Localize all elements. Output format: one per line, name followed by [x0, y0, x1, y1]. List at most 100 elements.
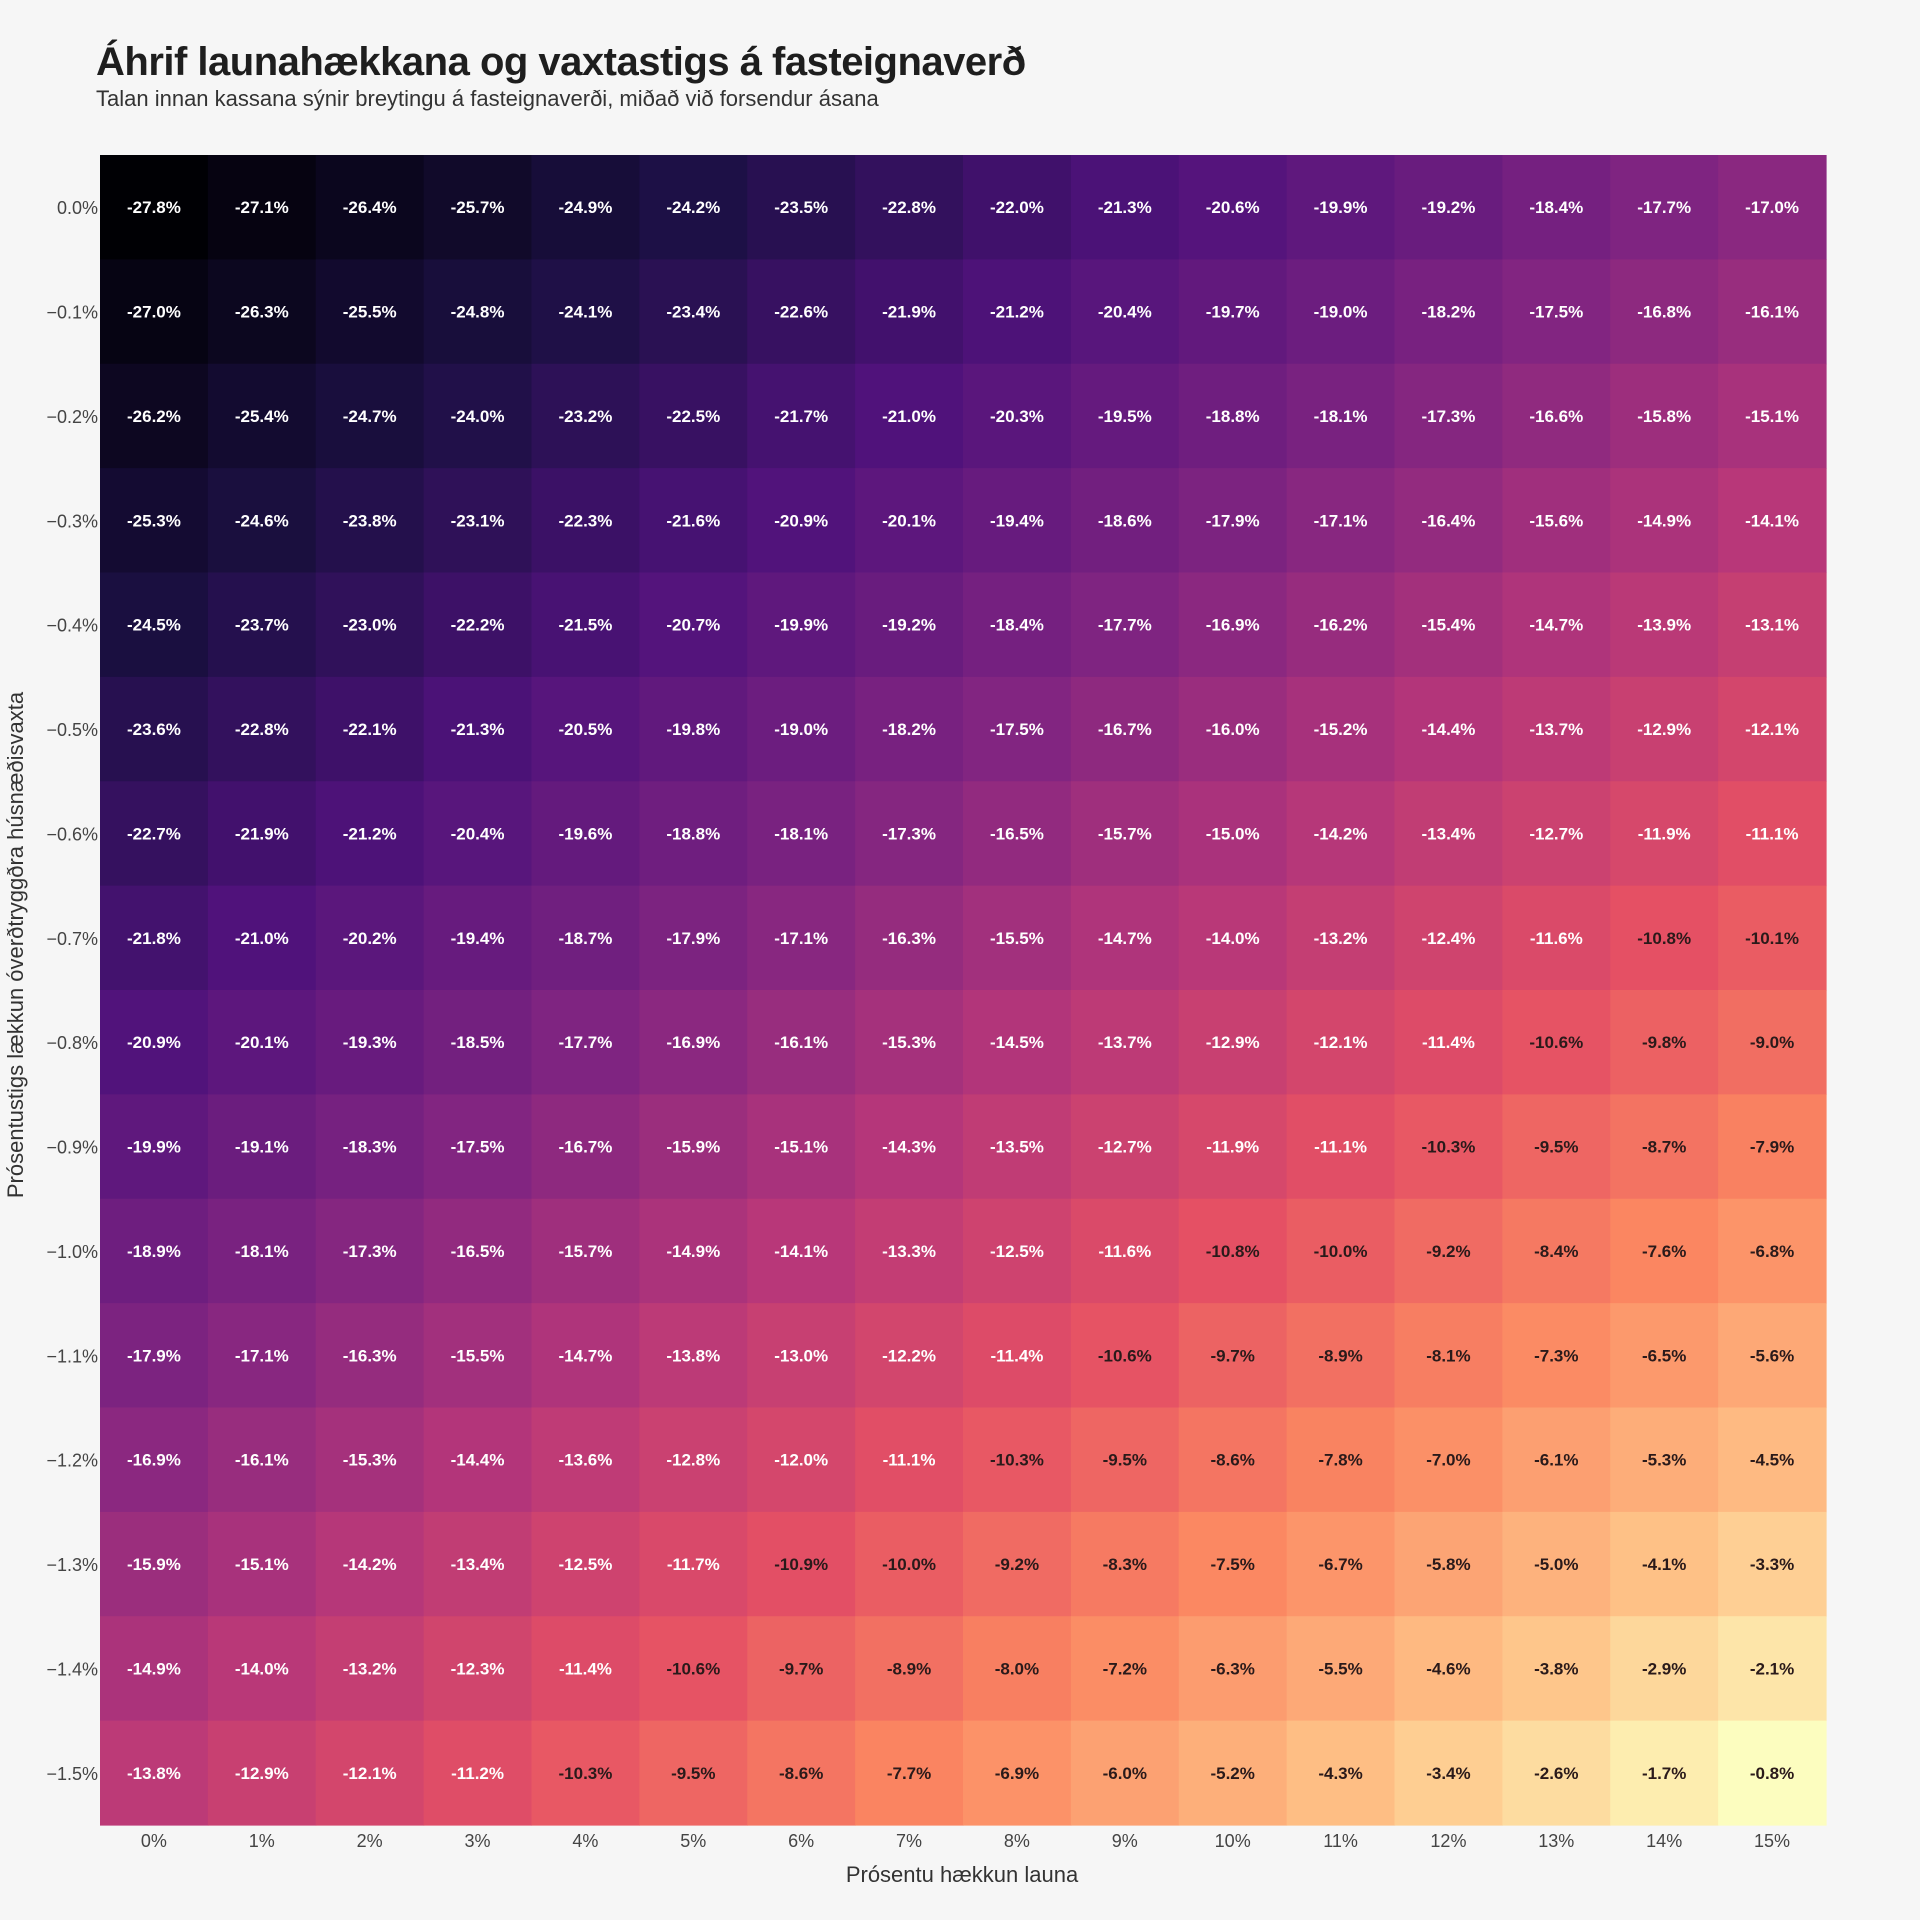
cell-value-label: -23.5%	[774, 198, 828, 217]
heatmap-cell	[1178, 1094, 1288, 1200]
cell-value-label: -15.3%	[343, 1451, 397, 1470]
cell-value-label: -10.8%	[1206, 1242, 1260, 1261]
heatmap-cell	[1610, 1198, 1719, 1304]
cell-value-label: -13.4%	[1422, 824, 1476, 843]
cell-value-label: -13.2%	[343, 1659, 397, 1678]
heatmap-cell	[100, 676, 209, 782]
heatmap-cell	[531, 155, 640, 260]
heatmap-cell	[639, 572, 748, 678]
cell-value-label: -5.3%	[1642, 1451, 1686, 1470]
cell-value-label: -14.9%	[1637, 511, 1691, 530]
y-tick-label: −0.5%	[46, 720, 98, 740]
heatmap-cell	[1502, 781, 1611, 887]
chart-title: Áhrif launahækkana og vaxtastigs á faste…	[96, 40, 1026, 84]
cell-value-label: -7.3%	[1534, 1346, 1578, 1365]
cell-value-label: -21.3%	[1098, 198, 1152, 217]
heatmap-cell	[315, 781, 425, 887]
heatmap-cell	[423, 1303, 533, 1409]
heatmap-cell	[1286, 1094, 1396, 1200]
cell-value-label: -15.2%	[1314, 720, 1368, 739]
cell-value-label: -13.0%	[774, 1346, 828, 1365]
cell-value-label: -19.1%	[235, 1138, 289, 1157]
cell-value-label: -18.2%	[1422, 303, 1476, 322]
cell-value-label: -20.9%	[127, 1033, 181, 1052]
y-tick-label: −1.0%	[46, 1242, 98, 1262]
cell-value-label: -18.1%	[235, 1242, 289, 1261]
cell-value-label: -23.8%	[343, 511, 397, 530]
heatmap-cell	[855, 1511, 964, 1617]
cell-value-label: -18.8%	[1206, 407, 1260, 426]
heatmap-cell	[1070, 155, 1180, 260]
heatmap-cell	[315, 676, 425, 782]
x-tick-label: 12%	[1430, 1831, 1466, 1851]
cell-value-label: -8.0%	[995, 1659, 1039, 1678]
cell-value-label: -14.4%	[451, 1451, 505, 1470]
heatmap-cell	[100, 1407, 209, 1513]
heatmap-cell	[1610, 1407, 1719, 1513]
heatmap-cell	[1070, 1094, 1180, 1200]
heatmap-cell	[963, 468, 1072, 574]
heatmap-cell	[963, 1198, 1072, 1304]
heatmap-cell	[531, 676, 640, 782]
heatmap-cell	[423, 572, 533, 678]
cell-value-label: -11.2%	[451, 1764, 504, 1783]
cell-value-label: -19.6%	[559, 824, 613, 843]
heatmap-cell	[1394, 1407, 1503, 1513]
cell-value-label: -19.7%	[1206, 303, 1260, 322]
cell-value-label: -13.9%	[1637, 616, 1691, 635]
heatmap-cell	[207, 1616, 317, 1722]
cell-value-label: -9.2%	[995, 1555, 1039, 1574]
cell-value-label: -15.8%	[1637, 407, 1691, 426]
heatmap-cell	[1502, 1616, 1611, 1722]
x-tick-label: 2%	[357, 1831, 383, 1851]
cell-value-label: -11.1%	[1314, 1138, 1367, 1157]
cell-value-label: -21.7%	[774, 407, 828, 426]
cell-value-label: -5.5%	[1318, 1659, 1362, 1678]
cell-value-label: -26.4%	[343, 198, 397, 217]
cell-value-label: -23.2%	[559, 407, 613, 426]
heatmap-cell	[855, 990, 964, 1095]
heatmap-cell	[855, 155, 964, 260]
cell-value-label: -22.3%	[559, 511, 613, 530]
cell-value-label: -17.1%	[235, 1346, 289, 1365]
heatmap-cell	[747, 1198, 856, 1304]
cell-value-label: -11.9%	[1206, 1138, 1259, 1157]
x-tick-label: 0%	[141, 1831, 167, 1851]
cell-value-label: -16.9%	[1206, 616, 1260, 635]
heatmap-cell	[1070, 1303, 1180, 1409]
heatmap-cell	[747, 1094, 856, 1200]
cell-value-label: -16.9%	[127, 1451, 181, 1470]
heatmap-cell	[1718, 676, 1827, 782]
heatmap-cell	[639, 1198, 748, 1304]
heatmap-cell	[1502, 990, 1611, 1095]
cell-value-label: -12.1%	[1745, 720, 1799, 739]
cell-value-label: -16.2%	[1314, 616, 1368, 635]
cell-value-label: -9.2%	[1426, 1242, 1470, 1261]
cell-value-label: -2.1%	[1750, 1659, 1794, 1678]
cell-value-label: -17.7%	[1637, 198, 1691, 217]
heatmap-cell	[855, 885, 964, 991]
cell-value-label: -3.4%	[1426, 1764, 1470, 1783]
y-tick-label: −0.3%	[46, 511, 98, 531]
cell-value-label: -19.8%	[666, 720, 720, 739]
cell-value-label: -14.1%	[1745, 511, 1799, 530]
heatmap-cell	[855, 1720, 964, 1826]
heatmap-cell	[639, 1720, 748, 1826]
heatmap-cell	[531, 1720, 640, 1826]
heatmap-cell	[1502, 572, 1611, 678]
cell-value-label: -22.5%	[666, 407, 720, 426]
cell-value-label: -10.9%	[774, 1555, 828, 1574]
heatmap-cell	[531, 1511, 640, 1617]
heatmap-cell	[747, 885, 856, 991]
heatmap-cell	[423, 885, 533, 991]
x-tick-label: 9%	[1112, 1831, 1138, 1851]
heatmap-cell	[855, 259, 964, 365]
cell-value-label: -17.5%	[451, 1138, 505, 1157]
cell-value-label: -5.0%	[1534, 1555, 1578, 1574]
heatmap-cell	[1502, 259, 1611, 365]
heatmap-cell	[1394, 468, 1503, 574]
y-tick-label: −0.6%	[46, 824, 98, 844]
x-tick-label: 13%	[1538, 1831, 1574, 1851]
heatmap-cell	[1610, 1303, 1719, 1409]
cell-value-label: -27.0%	[127, 303, 181, 322]
